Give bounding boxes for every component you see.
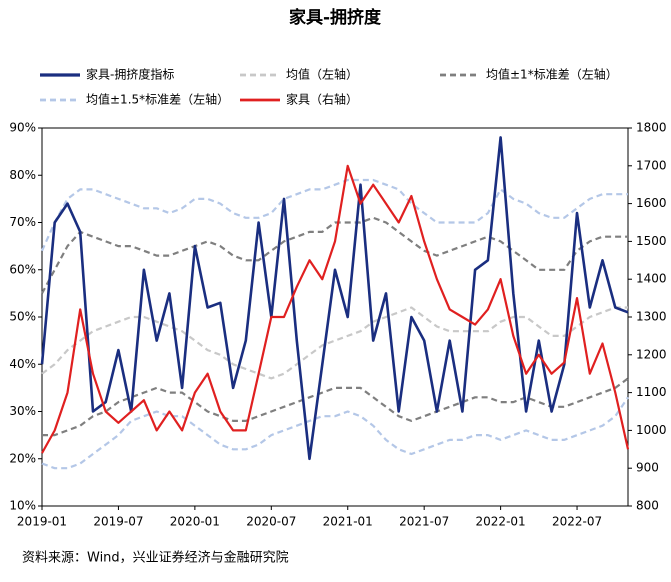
series-line bbox=[41, 164, 630, 454]
series-line bbox=[40, 136, 629, 461]
x-tick-label: 2022-01 bbox=[476, 515, 526, 529]
legend-label: 均值（左轴） bbox=[286, 67, 358, 82]
legend-label: 家具（右轴） bbox=[286, 92, 358, 107]
y-tick-label: 30% bbox=[9, 404, 36, 418]
y-tick-label: 10% bbox=[9, 499, 36, 513]
y-tick-label: 70% bbox=[9, 215, 36, 229]
x-tick-label: 2020-07 bbox=[246, 515, 296, 529]
y2-tick-label: 900 bbox=[636, 461, 659, 475]
x-tick-label: 2020-01 bbox=[170, 515, 220, 529]
y2-tick-label: 1700 bbox=[636, 158, 667, 172]
x-tick-label: 2019-07 bbox=[93, 515, 143, 529]
y-tick-label: 60% bbox=[9, 262, 36, 276]
y-tick-label: 80% bbox=[9, 168, 36, 182]
y2-tick-label: 1500 bbox=[636, 234, 667, 248]
y-tick-label: 20% bbox=[9, 451, 36, 465]
y-tick-label: 40% bbox=[9, 357, 36, 371]
y2-tick-label: 800 bbox=[636, 499, 659, 513]
x-tick-label: 2021-01 bbox=[323, 515, 373, 529]
y-tick-label: 50% bbox=[9, 310, 36, 324]
x-tick-label: 2021-07 bbox=[399, 515, 449, 529]
y2-tick-label: 1600 bbox=[636, 196, 667, 210]
series-line bbox=[42, 377, 629, 437]
series-line bbox=[41, 216, 628, 294]
y2-tick-label: 1300 bbox=[636, 310, 667, 324]
y2-tick-label: 1100 bbox=[636, 385, 667, 399]
chart-title: 家具-拥挤度 bbox=[289, 7, 382, 28]
source-note: 资料来源：Wind，兴业证券经济与金融研究院 bbox=[22, 550, 289, 566]
y2-tick-label: 1400 bbox=[636, 272, 667, 286]
legend-label: 均值±1.5*标准差（左轴） bbox=[86, 92, 229, 107]
y2-tick-label: 1000 bbox=[636, 423, 667, 437]
y-tick-label: 90% bbox=[9, 121, 36, 135]
y2-tick-label: 1200 bbox=[636, 347, 667, 361]
series-line bbox=[40, 178, 628, 252]
y2-tick-label: 1800 bbox=[636, 121, 667, 135]
legend-label: 家具-拥挤度指标 bbox=[86, 67, 174, 82]
legend-label: 均值±1*标准差（左轴） bbox=[486, 67, 618, 82]
series-line bbox=[41, 396, 629, 470]
x-tick-label: 2019-01 bbox=[17, 515, 67, 529]
x-tick-label: 2022-07 bbox=[552, 515, 602, 529]
